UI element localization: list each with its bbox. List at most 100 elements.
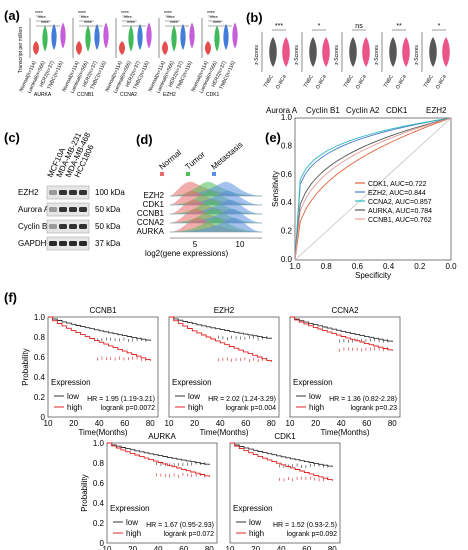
roc-xtick: 1.0 bbox=[289, 262, 301, 271]
blot-band bbox=[79, 241, 87, 246]
panel-b-gene-label: Aurora A bbox=[266, 106, 298, 115]
km-legend-low: low bbox=[309, 392, 321, 401]
km-curve-high bbox=[107, 442, 210, 477]
blot-band bbox=[49, 241, 57, 246]
km-hr: HR = 2.02 (1.24-3.29) bbox=[208, 396, 276, 403]
km-legend-low: low bbox=[188, 392, 200, 401]
roc-ylabel: Sensitivity bbox=[271, 171, 280, 207]
roc-ytick: 0.8 bbox=[281, 141, 293, 150]
ridge-gene-label: CCNA2 bbox=[137, 218, 165, 227]
km-ytick: 1.0 bbox=[93, 439, 105, 448]
km-frame bbox=[47, 316, 159, 418]
km-title: CDK1 bbox=[274, 432, 296, 441]
km-curve-high bbox=[290, 316, 393, 351]
panel-b-ylabel: z-Scores bbox=[294, 45, 300, 65]
km-title: CCNA2 bbox=[331, 306, 359, 315]
violin-CDK1-2 bbox=[223, 24, 229, 50]
panel-b-gene-label: EZH2 bbox=[426, 106, 447, 115]
km-xtick: 20 bbox=[190, 419, 199, 428]
roc-curve-2 bbox=[294, 117, 452, 261]
sig-mark-a: **** bbox=[78, 11, 86, 17]
km-legend-high: high bbox=[309, 403, 324, 412]
panel-label-b: (b) bbox=[246, 10, 263, 25]
panel-a-gene-label: CCNB1 bbox=[77, 92, 94, 98]
km-xtick: 10 bbox=[103, 545, 112, 550]
panel-label-c: (c) bbox=[4, 130, 20, 145]
km-xtick: 20 bbox=[251, 545, 260, 550]
km-xtick: 80 bbox=[328, 545, 337, 550]
violin-CCNA2-0 bbox=[119, 41, 125, 55]
blot-strip bbox=[46, 185, 90, 200]
km-xtick: 80 bbox=[267, 419, 276, 428]
roc-ytick: 0.2 bbox=[281, 227, 293, 236]
roc-xtick: 0.4 bbox=[383, 262, 395, 271]
ridge-gene-label: AURKA bbox=[136, 227, 164, 236]
violin-b-EZH2-1 bbox=[442, 37, 450, 67]
panel-b-ylabel: z-Scores bbox=[254, 45, 260, 65]
km-legend-title: Expression bbox=[172, 378, 212, 387]
blot-row-label: GAPDH bbox=[18, 239, 47, 248]
km-legend-low: low bbox=[249, 518, 261, 527]
km-title: AURKA bbox=[148, 432, 176, 441]
blot-strip bbox=[46, 202, 90, 217]
ridge-legend-label: Normal bbox=[158, 148, 184, 172]
km-xtick: 10 bbox=[44, 419, 53, 428]
km-curve-high bbox=[48, 316, 151, 361]
km-ytick: 0 bbox=[100, 539, 105, 548]
panel-b-ylabel: z-Scores bbox=[374, 45, 380, 65]
km-xtick: 40 bbox=[95, 419, 104, 428]
roc-diagonal bbox=[294, 117, 452, 261]
km-pvalue: logrank p=0.092 bbox=[287, 531, 338, 538]
roc-ytick: 0.0 bbox=[281, 255, 293, 264]
km-ytick: 0.8 bbox=[34, 333, 46, 342]
blot-row-label: EZH2 bbox=[18, 188, 39, 197]
km-ytick: 0.4 bbox=[93, 499, 105, 508]
blot-band bbox=[69, 224, 77, 229]
panel-a-gene-label: AURKA bbox=[34, 92, 52, 98]
roc-xtick: 0.8 bbox=[321, 262, 333, 271]
km-xtick: 20 bbox=[128, 545, 137, 550]
km-xtick: 80 bbox=[146, 419, 155, 428]
km-pvalue: logrank p=0.004 bbox=[226, 405, 277, 412]
km-hr: HR = 1.95 (1.19-3.21) bbox=[87, 396, 155, 403]
km-xtick: 60 bbox=[179, 545, 188, 550]
violin-b-Aurora A-0 bbox=[269, 37, 277, 67]
panel-b-group-label: O-BCa bbox=[275, 74, 288, 90]
roc-legend-label: EZH2, AUC=0.844 bbox=[368, 190, 426, 197]
ridge-legend-swatch bbox=[212, 172, 216, 176]
km-xtick: 20 bbox=[311, 419, 320, 428]
blot-band bbox=[49, 190, 57, 195]
blot-band bbox=[69, 190, 77, 195]
panel-b-group-label: TNBC bbox=[383, 74, 395, 89]
ridge-legend-swatch bbox=[186, 172, 190, 176]
km-curve-high bbox=[169, 316, 272, 362]
violin-AURKA-1 bbox=[42, 25, 48, 52]
violin-AURKA-2 bbox=[51, 24, 57, 50]
blot-band bbox=[79, 224, 87, 229]
ridge-tick: 10 bbox=[236, 240, 245, 249]
panel-label-f: (f) bbox=[4, 290, 17, 305]
km-xtick: 20 bbox=[69, 419, 78, 428]
sig-mark-a: **** bbox=[167, 16, 175, 22]
sig-mark-a: **** bbox=[124, 16, 132, 22]
panel-b-group-label: TNBC bbox=[263, 74, 275, 89]
sig-mark-a: **** bbox=[84, 21, 92, 27]
panel-a-gene-label: CCNA2 bbox=[120, 92, 137, 98]
sig-mark-a: **** bbox=[164, 11, 172, 17]
km-xtick: 40 bbox=[337, 419, 346, 428]
km-xtick: 10 bbox=[286, 419, 295, 428]
roc-frame bbox=[294, 117, 452, 261]
panel-b-ylabel: z-Scores bbox=[414, 45, 420, 65]
blot-band bbox=[79, 190, 87, 195]
blot-strip bbox=[46, 236, 90, 251]
panel-label-d: (d) bbox=[136, 132, 153, 147]
blot-kda-label: 50 kDa bbox=[95, 222, 121, 231]
ridge-xlabel: log2(gene expressions) bbox=[145, 249, 228, 258]
panel-b-group-label: O-BCa bbox=[315, 74, 328, 90]
sig-mark-a: **** bbox=[207, 11, 215, 17]
panel-b-gene-label: Cyclin A2 bbox=[346, 106, 380, 115]
blot-band bbox=[79, 207, 87, 212]
km-xtick: 60 bbox=[241, 419, 250, 428]
km-curve-high bbox=[230, 442, 333, 481]
